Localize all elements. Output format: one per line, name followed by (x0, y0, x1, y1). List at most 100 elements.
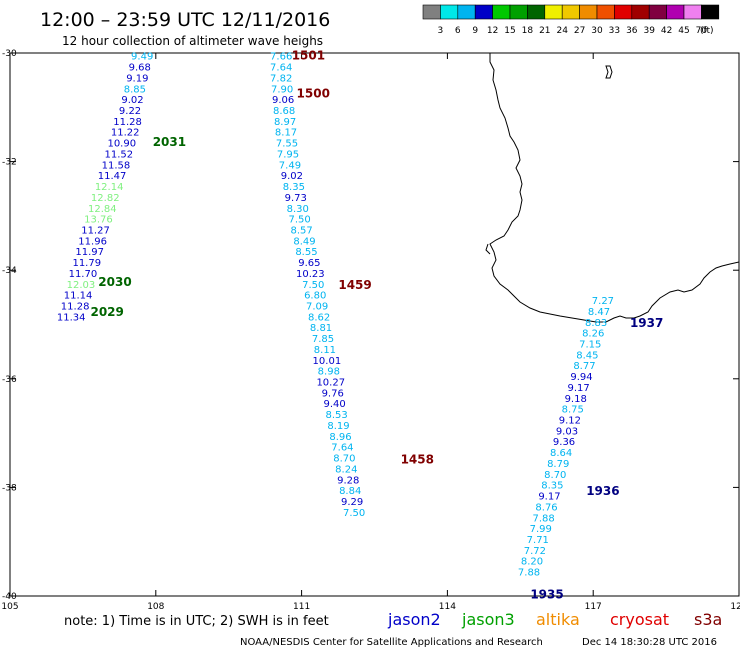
scale-label: 30 (591, 26, 603, 36)
lat-tick-label: -38 (2, 483, 17, 493)
wave-height-value: 8.19 (327, 421, 349, 432)
scale-label: 39 (643, 26, 655, 36)
scale-swatch (683, 4, 702, 20)
wave-height-value: 11.70 (69, 269, 98, 280)
wave-height-value: 6.80 (304, 291, 326, 302)
wave-height-value: 7.99 (530, 524, 552, 535)
coastline (489, 53, 740, 323)
wave-height-value: 9.12 (559, 416, 581, 427)
wave-height-value: 8.35 (541, 481, 563, 492)
track-time-tags: 1501 1500 2031 2030 2029 1459 1458 1937 1936 1935 (90, 49, 663, 602)
wave-height-value: 7.88 (518, 568, 540, 579)
track-time-tag: 1459 (338, 278, 371, 292)
satellite-legend: jason2 jason3 altika cryosat s3a (387, 610, 722, 629)
wave-height-value: 8.64 (550, 448, 572, 459)
wave-height-value: 10.90 (107, 139, 136, 150)
scale-swatch (527, 4, 546, 20)
wave-height-value: 10.27 (316, 378, 345, 389)
wave-height-value: 11.22 (111, 128, 140, 139)
track-time-tag: 1937 (630, 316, 663, 330)
wave-height-value: 9.94 (570, 372, 592, 383)
lon-tick-label: 114 (439, 602, 456, 612)
scale-unit-label: (ft) (700, 26, 714, 36)
wave-height-value: 11.14 (64, 291, 93, 302)
lat-tick-label: -30 (2, 49, 17, 59)
track-1459: 7.667.647.827.909.068.688.978.177.557.95… (270, 52, 365, 519)
wave-height-value: 7.88 (532, 513, 554, 524)
scale-swatch (648, 4, 667, 20)
scale-swatch (579, 4, 598, 20)
legend-jason3: jason3 (461, 610, 515, 629)
scale-label: 15 (504, 26, 515, 36)
track-time-tag: 2030 (98, 275, 131, 289)
page-title: 12:00 – 23:59 UTC 12/11/2016 (40, 9, 330, 31)
scale-label: 9 (472, 26, 478, 36)
wave-height-value: 9.18 (565, 394, 587, 405)
wave-height-value: 11.58 (102, 160, 131, 171)
wave-height-value: 11.28 (61, 301, 90, 312)
wave-height-value: 11.34 (57, 312, 86, 323)
wave-height-value: 7.50 (343, 508, 365, 519)
wave-height-value: 9.02 (121, 95, 143, 106)
wave-height-value: 7.72 (524, 546, 546, 557)
wave-height-value: 8.53 (325, 410, 347, 421)
wave-height-value: 8.96 (329, 432, 351, 443)
lon-tick-label: 117 (585, 602, 602, 612)
wave-height-value: 8.85 (124, 84, 146, 95)
track-time-tag: 1500 (297, 87, 330, 101)
wave-height-value: 7.09 (306, 301, 328, 312)
plot-frame (9, 52, 740, 597)
wave-height-value: 8.81 (310, 323, 332, 334)
wave-height-value: 9.65 (298, 258, 320, 269)
wave-height-value: 8.97 (274, 117, 296, 128)
wave-height-value: 8.76 (535, 502, 557, 513)
wave-height-value: 7.27 (592, 296, 614, 307)
wave-height-value: 10.01 (313, 356, 342, 367)
scale-label: 18 (522, 26, 534, 36)
track-time-tag: 1936 (586, 484, 619, 498)
track-time-tag: 1501 (292, 49, 325, 63)
wave-height-value: 7.55 (276, 139, 298, 150)
wave-height-value: 9.06 (272, 95, 294, 106)
track-time-tag: 2031 (153, 135, 186, 149)
scale-label: 27 (574, 26, 585, 36)
wave-height-value: 12.03 (67, 280, 96, 291)
wave-height-value: 7.82 (270, 73, 292, 84)
wave-height-value: 8.17 (275, 128, 297, 139)
wave-height-value: 8.75 (562, 405, 584, 416)
scale-swatch (561, 4, 580, 20)
scale-label: 33 (609, 26, 620, 36)
legend-altika: altika (536, 610, 580, 629)
lat-tick-label: -36 (2, 375, 17, 385)
scale-swatch (474, 4, 493, 20)
scale-swatch (666, 4, 685, 20)
wave-height-value: 7.90 (271, 84, 293, 95)
wave-height-value: 9.02 (281, 171, 303, 182)
wave-height-value: 9.73 (285, 193, 307, 204)
legend-s3a: s3a (694, 610, 722, 629)
lon-tick-label: 111 (293, 602, 310, 612)
wave-height-value: 9.49 (131, 52, 153, 63)
track-time-tag: 1458 (401, 453, 434, 467)
wave-height-value: 8.70 (333, 454, 355, 465)
wave-height-value: 9.28 (337, 475, 359, 486)
wave-height-value: 11.27 (81, 225, 110, 236)
wave-height-value: 8.70 (544, 470, 566, 481)
scale-swatch (614, 4, 633, 20)
scale-swatch (596, 4, 615, 20)
wave-height-value: 8.57 (290, 225, 312, 236)
wave-height-value: 7.66 (270, 52, 292, 63)
scale-swatch (457, 4, 476, 20)
wave-height-value: 9.17 (567, 383, 589, 394)
wave-height-value: 12.82 (91, 193, 120, 204)
wave-height-value: 8.79 (547, 459, 569, 470)
page-subtitle: 12 hour collection of altimeter wave hei… (62, 34, 323, 48)
wave-height-value: 8.55 (295, 247, 317, 258)
lat-tick-label: -32 (2, 158, 17, 168)
wave-height-value: 8.24 (335, 464, 357, 475)
lon-tick-label: 120 (730, 602, 740, 612)
altimeter-tracks: 9.499.689.198.859.029.2211.2811.2210.901… (57, 52, 614, 579)
legend-jason2: jason2 (387, 610, 441, 629)
scale-label: 21 (539, 26, 550, 36)
